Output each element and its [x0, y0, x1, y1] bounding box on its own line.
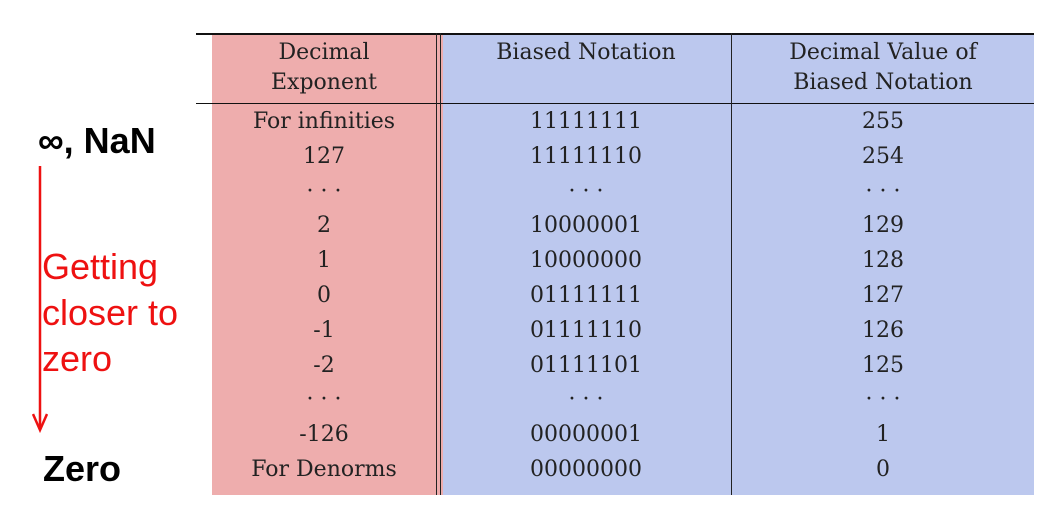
table-cell: · · · — [865, 178, 901, 204]
header-decimal-value: Decimal Value of Biased Notation — [732, 38, 1034, 98]
table-cell: 1 — [876, 422, 890, 448]
table-cell: 125 — [862, 352, 904, 378]
table-cell: -2 — [313, 352, 335, 378]
table-cell: · · · — [306, 178, 342, 204]
exponent-table: Decimal Exponent Biased Notation Decimal… — [196, 33, 1034, 495]
table-cell: · · · — [568, 387, 604, 413]
table-cell: For infinities — [252, 109, 396, 134]
table-cell: · · · — [568, 178, 604, 204]
table-cell: 0 — [876, 457, 890, 482]
table-cell: 127 — [303, 143, 345, 169]
getting-closer-to-zero-label: Getting closer to zero — [42, 244, 212, 382]
table-cell: -126 — [299, 422, 349, 448]
header-line: Decimal — [278, 40, 370, 65]
progress-line-1: Getting — [42, 246, 159, 287]
infinity-nan-label: ∞, NaN — [38, 120, 156, 161]
table-cell: -1 — [313, 317, 335, 343]
table-cell: 1 — [317, 248, 331, 274]
biased-columns-bg — [443, 33, 1034, 495]
table-cell: 00000000 — [530, 457, 642, 482]
table-cell: 128 — [862, 248, 904, 274]
header-biased-notation: Biased Notation — [441, 38, 731, 68]
table-cell: 2 — [317, 213, 331, 239]
table-cell: 127 — [862, 283, 904, 308]
header-line: Exponent — [271, 70, 377, 95]
table-cell: 126 — [862, 317, 904, 343]
table-cell: 255 — [862, 109, 904, 134]
table-cell: 10000001 — [530, 213, 642, 239]
down-arrow-icon — [32, 166, 48, 434]
progress-line-2: closer to — [42, 292, 179, 333]
table-cell: 01111111 — [530, 283, 642, 308]
header-line: Biased Notation — [496, 40, 676, 65]
table-cell: · · · — [865, 387, 901, 413]
table-cell: 129 — [862, 213, 904, 239]
table-cell: 11111111 — [530, 109, 642, 134]
table-cell: For Denorms — [251, 457, 397, 482]
header-decimal-exponent: Decimal Exponent — [212, 38, 436, 98]
column-divider-1a — [436, 33, 437, 495]
zero-label: Zero — [43, 448, 122, 489]
header-line: Decimal Value of — [789, 40, 977, 65]
table-cell: 01111101 — [530, 352, 642, 378]
table-cell: · · · — [306, 387, 342, 413]
table-cell: 10000000 — [530, 248, 642, 274]
column-divider-1b — [440, 33, 441, 495]
progress-line-3: zero — [42, 338, 113, 379]
table-cell: 0 — [317, 283, 331, 308]
table-cell: 11111110 — [530, 143, 642, 169]
table-top-rule — [196, 33, 1034, 35]
exponent-column-bg — [212, 33, 450, 495]
header-line: Biased Notation — [793, 70, 973, 95]
column-divider-2 — [731, 33, 732, 495]
table-cell: 00000001 — [530, 422, 642, 448]
table-cell: 01111110 — [530, 317, 642, 343]
table-cell: 254 — [862, 143, 904, 169]
header-rule — [196, 103, 1034, 104]
